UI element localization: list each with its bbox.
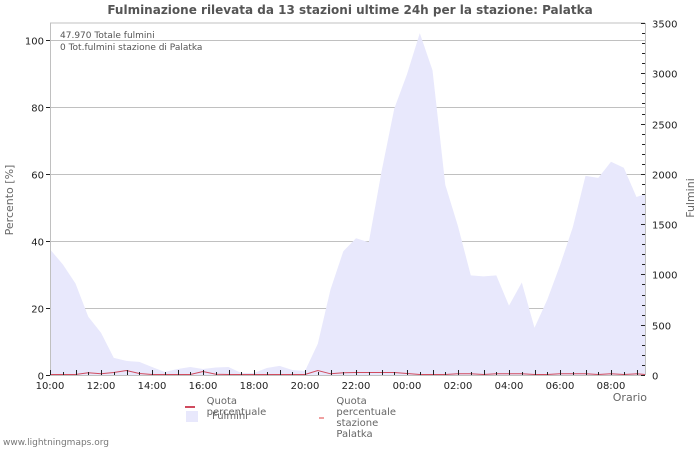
legend-label-quota-station: Quota percentuale stazione Palatka [336, 396, 397, 440]
svg-text:1000: 1000 [652, 271, 677, 282]
svg-text:10:00: 10:00 [36, 381, 65, 392]
svg-text:0: 0 [38, 372, 44, 383]
svg-text:20:00: 20:00 [291, 381, 320, 392]
svg-text:3000: 3000 [652, 70, 677, 81]
legend-item-quota: Quota percentuale [185, 396, 271, 418]
svg-text:2000: 2000 [652, 171, 677, 182]
svg-text:02:00: 02:00 [444, 381, 473, 392]
svg-text:0: 0 [652, 372, 658, 383]
legend-item-quota-station: Quota percentuale stazione Palatka [319, 396, 405, 440]
svg-text:40: 40 [31, 238, 44, 249]
info-total-strikes: 47.970 Totale fulmini [60, 31, 155, 41]
info-station-strikes: 0 Tot.fulmini stazione di Palatka [60, 43, 202, 53]
svg-text:500: 500 [652, 322, 671, 333]
quota-station-swatch-icon [319, 417, 325, 419]
right-axis-title: Fulmini [684, 178, 697, 218]
svg-text:14:00: 14:00 [138, 381, 167, 392]
svg-text:20: 20 [31, 305, 44, 316]
fulmini-area [50, 33, 645, 375]
svg-text:16:00: 16:00 [189, 381, 218, 392]
legend-label-fulmini: Fulmini [212, 411, 248, 422]
svg-text:00:00: 00:00 [393, 381, 422, 392]
left-axis-title: Percento [%] [3, 165, 16, 236]
svg-text:1500: 1500 [652, 221, 677, 232]
svg-text:60: 60 [31, 171, 44, 182]
legend-label-quota: Quota percentuale [206, 396, 267, 418]
fulmini-swatch-icon [186, 411, 198, 422]
svg-text:18:00: 18:00 [240, 381, 269, 392]
svg-text:04:00: 04:00 [495, 381, 524, 392]
quota-swatch-icon [185, 406, 195, 408]
svg-text:08:00: 08:00 [597, 381, 626, 392]
chart-title: Fulminazione rilevata da 13 stazioni ult… [107, 3, 593, 17]
footer-source-link[interactable]: www.lightningmaps.org [3, 438, 109, 448]
axes: 0204060801000500100015002000250030003500… [25, 20, 678, 393]
svg-text:100: 100 [25, 37, 44, 48]
svg-text:22:00: 22:00 [342, 381, 371, 392]
legend-item-fulmini: Fulmini [185, 411, 248, 422]
svg-text:06:00: 06:00 [546, 381, 575, 392]
svg-text:2500: 2500 [652, 121, 677, 132]
svg-text:80: 80 [31, 104, 44, 115]
x-axis-title: Orario [613, 391, 648, 404]
svg-text:3500: 3500 [652, 20, 677, 31]
quota-line [50, 369, 646, 376]
svg-text:12:00: 12:00 [87, 381, 116, 392]
